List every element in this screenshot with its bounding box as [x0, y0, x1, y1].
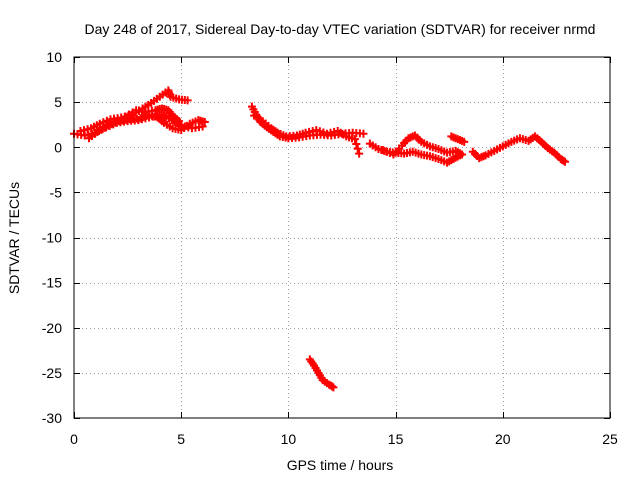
- data-point: [359, 129, 368, 138]
- axis-ticks: 0 5 10 15 20 25 10 5 0 -5 -10 -15 -20 -25 -30: [42, 49, 618, 447]
- x-tick-label: 15: [388, 431, 404, 447]
- data-point: [458, 150, 467, 159]
- y-axis-label: SDTVAR / TECUs: [6, 182, 22, 294]
- y-tick-label: 0: [54, 139, 62, 155]
- y-tick-label: -20: [42, 320, 62, 336]
- data-series: [70, 86, 569, 392]
- y-tick-label: -25: [42, 365, 62, 381]
- x-tick-label: 10: [281, 431, 297, 447]
- data-point: [355, 149, 364, 158]
- data-point: [183, 96, 192, 105]
- y-tick-label: -10: [42, 230, 62, 246]
- data-point: [560, 157, 569, 166]
- data-point: [353, 144, 362, 153]
- grid: [74, 57, 610, 418]
- data-point: [329, 383, 338, 392]
- x-axis-label: GPS time / hours: [287, 457, 394, 473]
- data-point: [200, 117, 209, 126]
- y-tick-label: 5: [54, 94, 62, 110]
- data-point: [350, 135, 359, 144]
- x-tick-label: 20: [495, 431, 511, 447]
- data-point: [460, 137, 469, 146]
- data-point: [352, 139, 361, 148]
- y-tick-label: 10: [46, 49, 62, 65]
- plot-frame: [73, 56, 611, 419]
- x-tick-label: 25: [602, 431, 618, 447]
- x-tick-label: 0: [70, 431, 78, 447]
- chart-title: Day 248 of 2017, Sidereal Day-to-day VTE…: [85, 21, 596, 37]
- data-point: [175, 117, 184, 126]
- y-tick-label: -30: [42, 410, 62, 426]
- y-tick-label: -5: [50, 184, 63, 200]
- y-tick-label: -15: [42, 275, 62, 291]
- x-tick-label: 5: [177, 431, 185, 447]
